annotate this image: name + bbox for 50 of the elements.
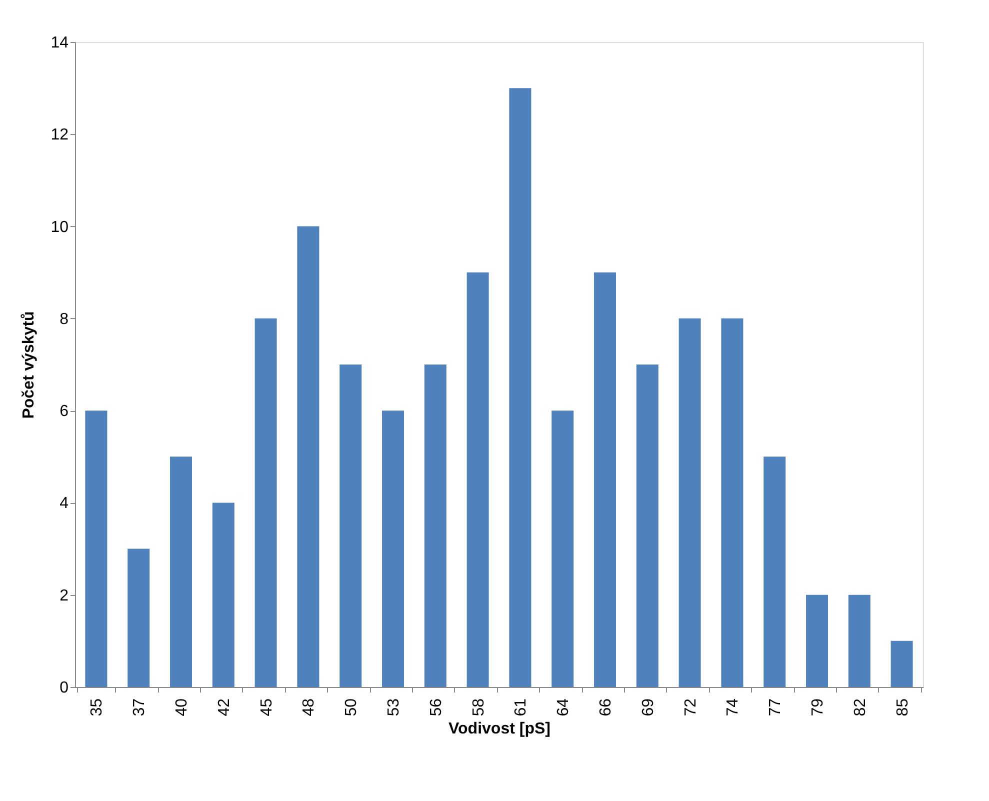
y-tick-label: 6 [60,403,69,420]
bar [890,640,913,687]
x-tick-label: 79 [810,698,826,716]
bar [806,594,828,687]
x-tick-label: 72 [682,698,700,716]
bar [636,364,658,687]
y-tick-label: 10 [50,218,69,236]
bar [509,88,532,687]
x-tick-label: 48 [300,698,318,716]
x-axis-title: Vodivost [pS] [448,720,550,738]
bar [170,456,192,687]
y-tick-label: 14 [50,34,69,52]
y-tick-label: 2 [60,587,69,604]
y-tick-label: 12 [50,126,69,144]
x-tick-label: 61 [512,698,530,716]
x-tick-label: 45 [258,698,276,716]
bar [424,364,446,687]
x-tick-label: 58 [470,698,488,716]
bar [552,410,574,687]
y-axis-title: Počet výskytů [20,311,38,419]
bar [594,272,616,687]
bar [721,318,744,687]
bar [297,226,320,687]
bar [212,502,234,687]
bar [848,594,870,687]
bar [254,318,277,687]
y-tick-label: 0 [60,680,69,696]
x-tick-label: 50 [343,698,360,716]
bar [128,548,150,687]
x-tick-label: 35 [88,698,106,716]
bar [764,456,786,687]
x-tick-label: 66 [598,698,614,716]
y-tick-label: 4 [60,495,69,512]
bar [678,318,701,687]
x-tick-label: 85 [894,698,912,716]
y-tick-label: 8 [60,310,69,328]
bar [466,272,489,687]
x-tick-label: 37 [131,698,148,716]
x-tick-label: 53 [386,698,402,716]
bar [340,364,362,687]
x-tick-label: 69 [640,698,657,716]
x-tick-label: 42 [216,698,233,716]
bar [382,410,404,687]
x-tick-label: 77 [767,698,784,716]
bar [85,410,108,687]
x-tick-label: 82 [852,698,869,716]
x-tick-label: 64 [555,698,572,716]
x-tick-label: 40 [174,698,190,716]
x-tick-label: 56 [428,698,445,716]
x-tick-label: 74 [724,698,742,716]
